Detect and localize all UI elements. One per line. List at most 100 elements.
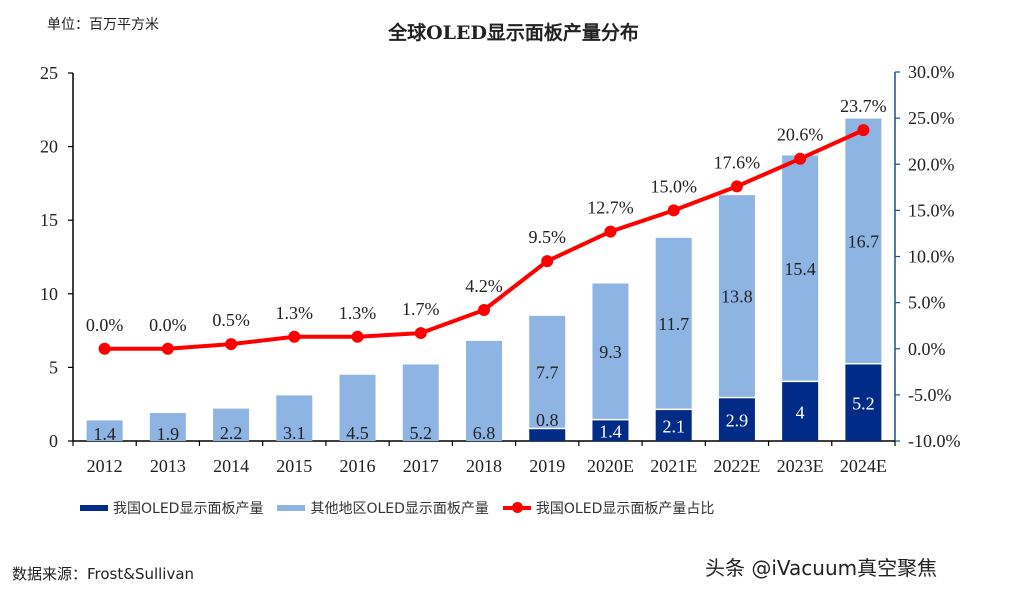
- share-point: [794, 152, 807, 165]
- legend-label-share: 我国OLED显示面板产量占比: [535, 501, 715, 517]
- left-axis-tick-label: 10: [40, 284, 58, 304]
- share-point: [161, 342, 174, 355]
- share-point: [857, 124, 870, 137]
- legend-swatch-china: [80, 505, 108, 511]
- bar-other-label: 9.3: [599, 342, 622, 362]
- bar-other-label: 7.7: [536, 363, 559, 383]
- x-axis-tick-label: 2019: [529, 456, 565, 476]
- share-point: [414, 327, 427, 340]
- share-point-label: 1.3%: [339, 303, 377, 323]
- bar-other: [466, 340, 502, 441]
- share-point: [98, 342, 111, 355]
- bar-other: [86, 420, 123, 441]
- bar-other: [339, 374, 376, 441]
- bar-china: [718, 398, 755, 441]
- bar-other-label: 15.4: [784, 259, 816, 279]
- share-point-label: 9.5%: [528, 227, 566, 247]
- x-axis-tick-label: 2018: [466, 456, 502, 476]
- share-point: [730, 180, 743, 193]
- bar-other-label: 16.7: [848, 232, 880, 252]
- bar-other-label: 3.1: [283, 423, 306, 443]
- right-axis-tick-label: 25.0%: [908, 108, 955, 128]
- right-axis-tick-label: 0.0%: [908, 339, 946, 359]
- x-axis-tick-label: 2016: [340, 456, 376, 476]
- right-axis-tick-label: -10.0%: [908, 431, 961, 451]
- left-axis-tick-label: 15: [40, 210, 58, 230]
- share-point: [288, 330, 301, 343]
- x-axis-tick-label: 2024E: [840, 456, 887, 476]
- right-axis-tick-label: 15.0%: [908, 200, 955, 220]
- bar-other-label: 11.7: [658, 314, 689, 334]
- bar-china: [592, 420, 629, 441]
- x-axis-tick-label: 2020E: [587, 456, 634, 476]
- x-axis-tick-label: 2013: [150, 456, 186, 476]
- share-point: [541, 255, 554, 268]
- share-point: [351, 330, 364, 343]
- share-point-label: 0.0%: [86, 315, 124, 335]
- bar-china-label: 2.9: [726, 411, 749, 431]
- left-axis-tick-label: 20: [40, 137, 58, 157]
- right-axis-tick-label: 30.0%: [908, 62, 955, 82]
- share-point: [667, 204, 680, 217]
- chart-title: 全球OLED显示面板产量分布: [388, 22, 639, 44]
- bar-other: [718, 195, 755, 397]
- share-point-label: 12.7%: [587, 198, 634, 218]
- bar-other: [782, 155, 819, 381]
- x-axis-tick-label: 2014: [213, 456, 249, 476]
- bar-china-label: 1.4: [599, 422, 622, 442]
- share-point: [225, 338, 238, 351]
- bar-china-label: 5.2: [852, 394, 875, 414]
- share-point-label: 1.3%: [276, 303, 314, 323]
- share-point-label: 0.0%: [149, 315, 187, 335]
- x-axis-tick-label: 2012: [87, 456, 123, 476]
- bar-china-label: 0.8: [536, 410, 559, 430]
- bar-other-label: 13.8: [721, 287, 753, 307]
- bar-other: [655, 237, 692, 409]
- share-point: [478, 304, 490, 317]
- left-axis-tick-label: 0: [49, 431, 58, 451]
- bar-other-label: 6.8: [473, 423, 496, 443]
- legend-label-china: 我国OLED显示面板产量: [113, 501, 264, 517]
- watermark: 头条 @iVacuum真空聚焦: [705, 556, 938, 580]
- left-axis-tick-label: 25: [40, 63, 58, 83]
- share-point: [604, 225, 617, 238]
- legend-label-other: 其他地区OLED显示面板产量: [310, 501, 489, 517]
- share-point-label: 4.2%: [465, 276, 503, 296]
- unit-label: 单位：百万平方米: [47, 17, 159, 33]
- bar-other-label: 1.9: [157, 424, 180, 444]
- share-point-label: 1.7%: [402, 299, 440, 319]
- bar-other: [149, 413, 186, 441]
- share-point-label: 17.6%: [714, 152, 761, 172]
- right-axis-tick-label: -5.0%: [908, 385, 952, 405]
- left-axis-tick-label: 5: [49, 357, 58, 377]
- bar-china: [782, 382, 819, 441]
- right-axis-tick-label: 10.0%: [908, 247, 955, 267]
- x-axis-tick-label: 2015: [276, 456, 312, 476]
- bar-other: [529, 315, 566, 428]
- x-axis-tick-label: 2023E: [777, 456, 824, 476]
- right-axis-tick-label: 20.0%: [908, 154, 955, 174]
- share-point-label: 0.5%: [212, 310, 250, 330]
- share-point-label: 15.0%: [650, 176, 697, 196]
- bar-other-label: 2.2: [220, 423, 243, 443]
- legend-swatch-other: [277, 505, 306, 511]
- bar-other: [213, 408, 250, 441]
- x-axis-tick-label: 2021E: [650, 456, 697, 476]
- share-point-label: 23.7%: [840, 96, 887, 116]
- bar-china: [529, 429, 566, 441]
- legend: 我国OLED显示面板产量 其他地区OLED显示面板产量 我国OLED显示面板产量…: [80, 498, 728, 518]
- bar-other-label: 5.2: [410, 423, 433, 443]
- right-axis-tick-label: 5.0%: [908, 293, 946, 313]
- bar-other: [276, 395, 313, 441]
- share-point-label: 20.6%: [777, 125, 824, 145]
- bar-other: [592, 283, 629, 419]
- legend-item-china: 我国OLED显示面板产量: [80, 498, 263, 518]
- x-axis-tick-label: 2017: [403, 456, 439, 476]
- legend-item-other: 其他地区OLED显示面板产量: [277, 498, 489, 518]
- bar-china-label: 4: [796, 403, 805, 423]
- bar-china: [655, 410, 692, 441]
- bar-other-label: 1.4: [93, 424, 116, 444]
- bar-china: [845, 364, 882, 441]
- bar-other-label: 4.5: [346, 423, 369, 443]
